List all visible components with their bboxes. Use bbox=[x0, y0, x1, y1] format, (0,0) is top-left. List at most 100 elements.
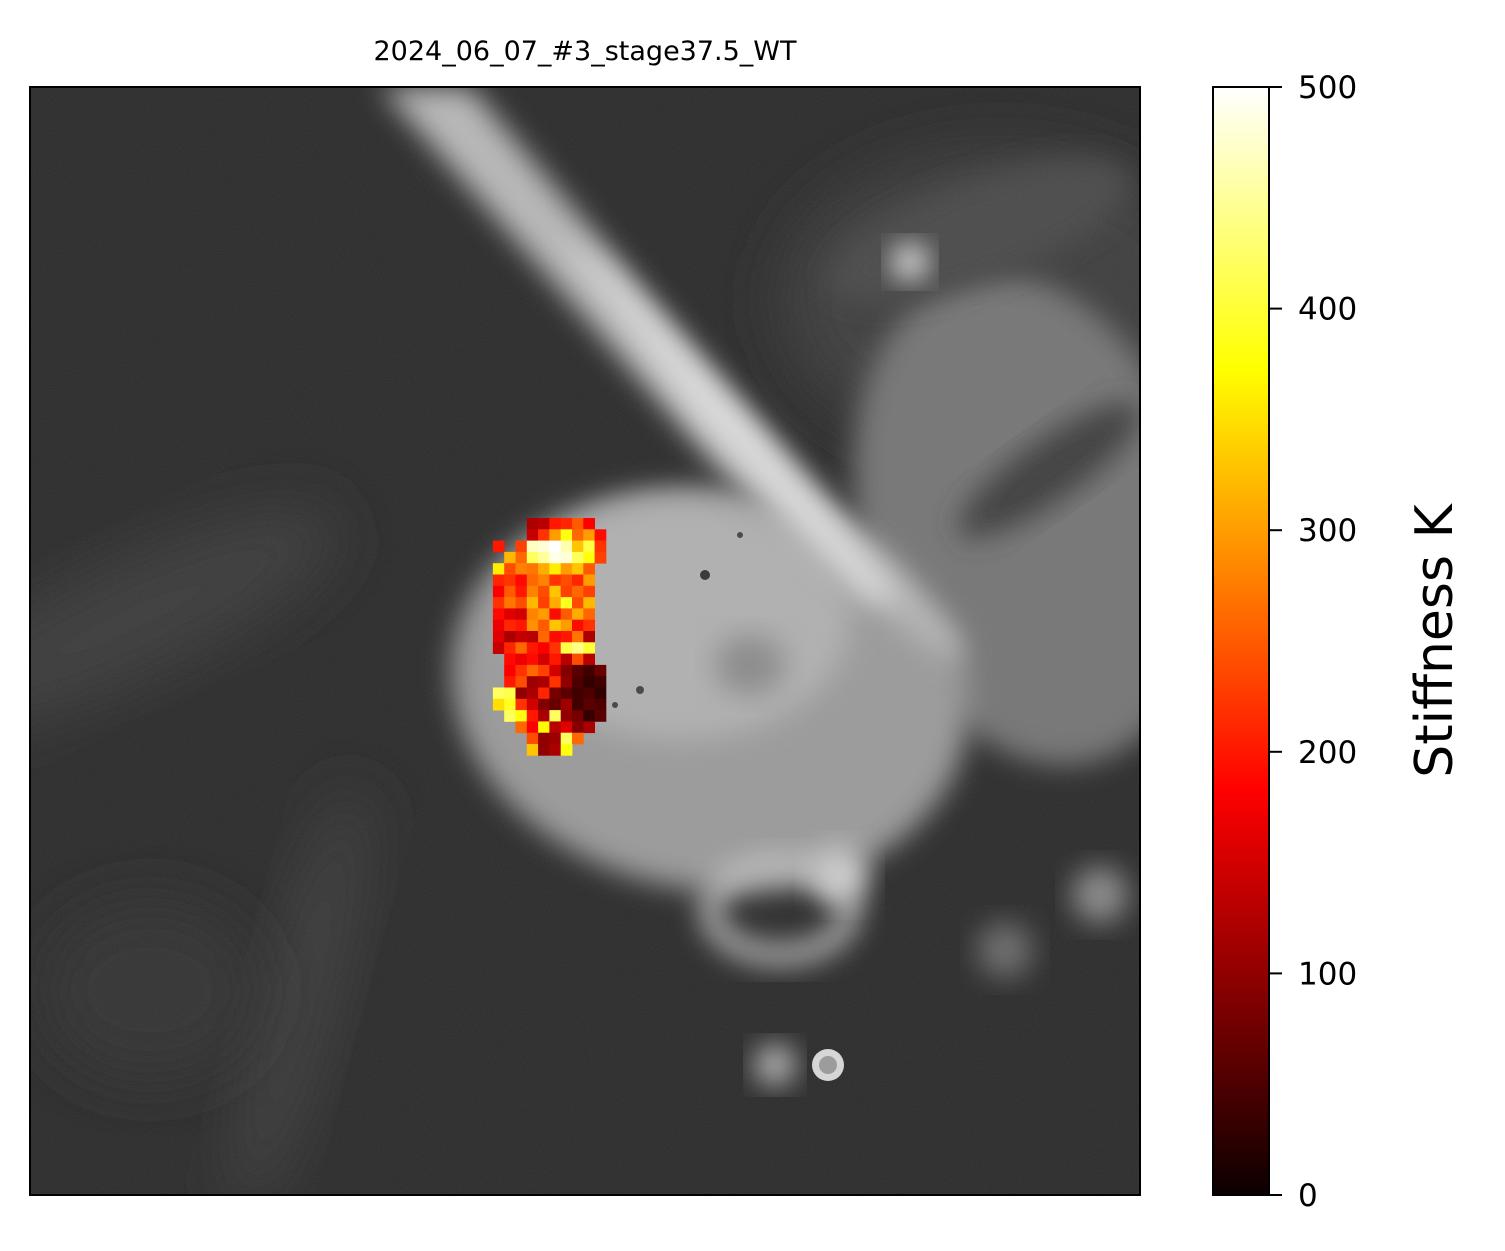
heatmap-cell bbox=[583, 540, 595, 553]
heatmap-cell bbox=[549, 574, 562, 587]
heatmap-cell bbox=[504, 642, 516, 654]
heatmap-cell bbox=[560, 676, 573, 688]
colorbar-tick-label: 500 bbox=[1298, 70, 1357, 106]
heatmap-cell bbox=[549, 732, 562, 745]
heatmap-cell bbox=[560, 744, 573, 756]
heatmap-cell bbox=[549, 687, 562, 700]
heatmap-cell bbox=[583, 574, 595, 587]
heatmap-cell bbox=[504, 710, 516, 722]
heatmap-cell bbox=[572, 676, 584, 688]
heatmap-cell bbox=[526, 687, 539, 700]
heatmap-cell bbox=[549, 664, 562, 677]
heatmap-cell bbox=[549, 631, 562, 643]
heatmap-cell bbox=[560, 551, 573, 564]
heatmap-cell bbox=[538, 585, 550, 598]
image-frame bbox=[29, 86, 1141, 1196]
stiffness-heatmap bbox=[492, 518, 607, 756]
heatmap-cell bbox=[515, 597, 528, 609]
heatmap-cell bbox=[549, 698, 562, 711]
heatmap-cell bbox=[538, 540, 550, 553]
heatmap-cell bbox=[538, 698, 550, 711]
heatmap-cell bbox=[515, 551, 528, 564]
heatmap-cell bbox=[515, 540, 528, 553]
heatmap-cell bbox=[515, 664, 528, 677]
heatmap-cell bbox=[572, 597, 584, 609]
heatmap-cell bbox=[560, 664, 573, 677]
heatmap-cell bbox=[583, 721, 595, 734]
heatmap-cell bbox=[583, 597, 595, 609]
heatmap-cell bbox=[526, 631, 539, 643]
heatmap-cell bbox=[538, 518, 550, 530]
heatmap-cell bbox=[526, 721, 539, 734]
heatmap-cell bbox=[560, 585, 573, 598]
heatmap-cell bbox=[538, 608, 550, 621]
colorbar-tick-label: 400 bbox=[1298, 292, 1357, 328]
heatmap-cell bbox=[583, 529, 595, 541]
heatmap-cell bbox=[515, 687, 528, 700]
microscope-image bbox=[30, 87, 1140, 1195]
heatmap-cell bbox=[492, 642, 505, 654]
colorbar: 0 100 200 300 400 500 Stiffness K bbox=[1212, 70, 1465, 1214]
heatmap-cell bbox=[560, 619, 573, 632]
heatmap-cell bbox=[504, 698, 516, 711]
heatmap-cell bbox=[504, 631, 516, 643]
heatmap-cell bbox=[492, 698, 505, 711]
colorbar-tick-label: 0 bbox=[1298, 1178, 1318, 1214]
heatmap-cell bbox=[526, 619, 539, 632]
heatmap-cell bbox=[560, 642, 573, 654]
heatmap-cell bbox=[594, 710, 607, 722]
heatmap-cell bbox=[572, 563, 584, 575]
heatmap-cell bbox=[560, 518, 573, 530]
heatmap-cell bbox=[504, 619, 516, 632]
heatmap-cell bbox=[526, 540, 539, 553]
heatmap-cell bbox=[560, 631, 573, 643]
heatmap-cell bbox=[583, 710, 595, 722]
heatmap-cell bbox=[549, 597, 562, 609]
heatmap-cell bbox=[572, 540, 584, 553]
heatmap-cell bbox=[504, 551, 516, 564]
heatmap-cell bbox=[560, 653, 573, 666]
heatmap-cell bbox=[538, 732, 550, 745]
heatmap-cell bbox=[526, 608, 539, 621]
heatmap-cell bbox=[594, 551, 607, 564]
heatmap-cell bbox=[526, 518, 539, 530]
heatmap-cell bbox=[560, 608, 573, 621]
heatmap-cell bbox=[560, 574, 573, 587]
heatmap-cell bbox=[594, 529, 607, 541]
heatmap-cell bbox=[572, 710, 584, 722]
heatmap-cell bbox=[583, 518, 595, 530]
heatmap-cell bbox=[549, 619, 562, 632]
heatmap-cell bbox=[572, 664, 584, 677]
heatmap-cell bbox=[526, 744, 539, 756]
heatmap-cell bbox=[572, 721, 584, 734]
heatmap-cell bbox=[594, 540, 607, 553]
heatmap-cell bbox=[560, 563, 573, 575]
chart-title: 2024_06_07_#3_stage37.5_WT bbox=[374, 36, 797, 67]
heatmap-cell bbox=[492, 631, 505, 643]
heatmap-cell bbox=[549, 642, 562, 654]
heatmap-cell bbox=[560, 529, 573, 541]
heatmap-cell bbox=[549, 653, 562, 666]
heatmap-cell bbox=[560, 698, 573, 711]
heatmap-cell bbox=[549, 721, 562, 734]
heatmap-cell bbox=[538, 744, 550, 756]
heatmap-cell bbox=[515, 563, 528, 575]
heatmap-cell bbox=[583, 653, 595, 666]
heatmap-cell bbox=[583, 585, 595, 598]
heatmap-cell bbox=[504, 597, 516, 609]
colorbar-gradient bbox=[1213, 87, 1269, 1195]
heatmap-cell bbox=[572, 687, 584, 700]
heatmap-cell bbox=[515, 721, 528, 734]
heatmap-cell bbox=[538, 574, 550, 587]
heatmap-cell bbox=[538, 664, 550, 677]
heatmap-cell bbox=[526, 574, 539, 587]
heatmap-cell bbox=[560, 710, 573, 722]
colorbar-tick-label: 300 bbox=[1298, 513, 1357, 549]
heatmap-cell bbox=[526, 653, 539, 666]
heatmap-cell bbox=[526, 563, 539, 575]
heatmap-cell bbox=[515, 631, 528, 643]
heatmap-cell bbox=[526, 597, 539, 609]
heatmap-cell bbox=[549, 608, 562, 621]
heatmap-cell bbox=[549, 585, 562, 598]
heatmap-cell bbox=[538, 687, 550, 700]
